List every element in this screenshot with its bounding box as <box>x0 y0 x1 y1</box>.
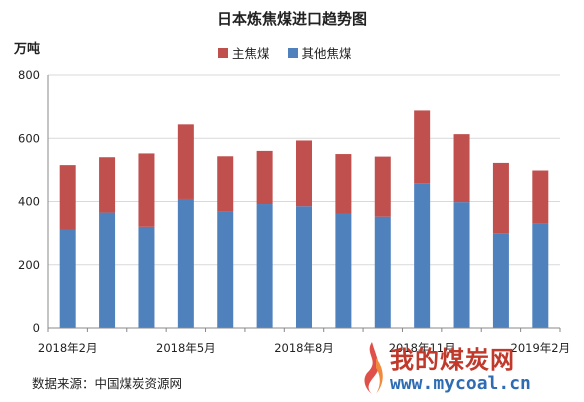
bar-segment-main-coking <box>177 124 194 199</box>
bar-segment-main-coking <box>59 165 76 230</box>
bar-segment-main-coking <box>532 170 549 224</box>
x-tick-label: 2019年2月 <box>511 341 571 355</box>
bar-segment-other-coking <box>492 233 509 328</box>
bar-segment-main-coking <box>374 156 391 217</box>
watermark-url: www.mycoal.cn <box>390 373 531 394</box>
watermark-main-text: 我的煤炭网 <box>390 346 515 374</box>
bar-segment-other-coking <box>453 202 470 328</box>
legend: 主焦煤 其他焦煤 <box>218 43 370 62</box>
bar-segment-main-coking <box>217 156 234 212</box>
axes: 0 200 400 600 800 2018年2月 2018年5月 2018年8月 2018年1… <box>18 68 570 355</box>
bar-segment-other-coking <box>138 226 155 328</box>
bars <box>59 110 549 328</box>
source-note: 数据来源：中国煤炭资源网 <box>32 376 183 391</box>
bar-segment-main-coking <box>256 150 273 205</box>
x-tick-label: 2018年2月 <box>38 341 98 355</box>
x-tick-label: 2018年5月 <box>156 341 216 355</box>
x-tick-label: 2018年11月 <box>389 341 456 355</box>
chart-title: 日本炼焦煤进口趋势图 <box>216 10 367 28</box>
bar-segment-other-coking <box>99 212 116 328</box>
unit-label: 万吨 <box>14 42 41 57</box>
bar-segment-other-coking <box>296 206 312 328</box>
y-tick-label: 600 <box>18 131 40 145</box>
y-tick-label: 800 <box>18 68 40 82</box>
bar-segment-other-coking <box>532 223 549 328</box>
bar-segment-other-coking <box>414 183 431 328</box>
legend-item-main-coking: 主焦煤 <box>218 43 270 62</box>
y-tick-label: 400 <box>18 195 40 209</box>
flame-logo-icon <box>364 342 383 394</box>
y-tick-label: 0 <box>33 321 40 335</box>
legend-label-main-coking: 主焦煤 <box>232 46 270 61</box>
bar-segment-other-coking <box>374 216 391 328</box>
legend-swatch-main-coking <box>218 47 228 58</box>
bar-segment-main-coking <box>99 157 116 213</box>
bar-segment-main-coking <box>335 154 352 214</box>
bar-segment-main-coking <box>492 162 509 234</box>
bar-segment-main-coking <box>453 134 470 203</box>
bar-segment-main-coking <box>138 153 155 227</box>
bar-segment-main-coking <box>296 140 312 207</box>
bar-segment-other-coking <box>335 213 352 328</box>
y-tick-label: 200 <box>18 258 40 272</box>
legend-item-other-coking: 其他焦煤 <box>287 43 352 62</box>
bar-segment-other-coking <box>217 211 234 328</box>
legend-label-other-coking: 其他焦煤 <box>301 46 352 61</box>
x-tick-label: 2018年8月 <box>274 341 334 355</box>
bar-segment-other-coking <box>59 229 76 328</box>
bar-segment-other-coking <box>256 204 273 328</box>
bar-segment-main-coking <box>414 110 431 184</box>
watermark-logo: 我的煤炭网 www.mycoal.cn <box>354 338 578 398</box>
legend-swatch-other-coking <box>287 47 298 58</box>
bar-segment-other-coking <box>177 198 194 328</box>
